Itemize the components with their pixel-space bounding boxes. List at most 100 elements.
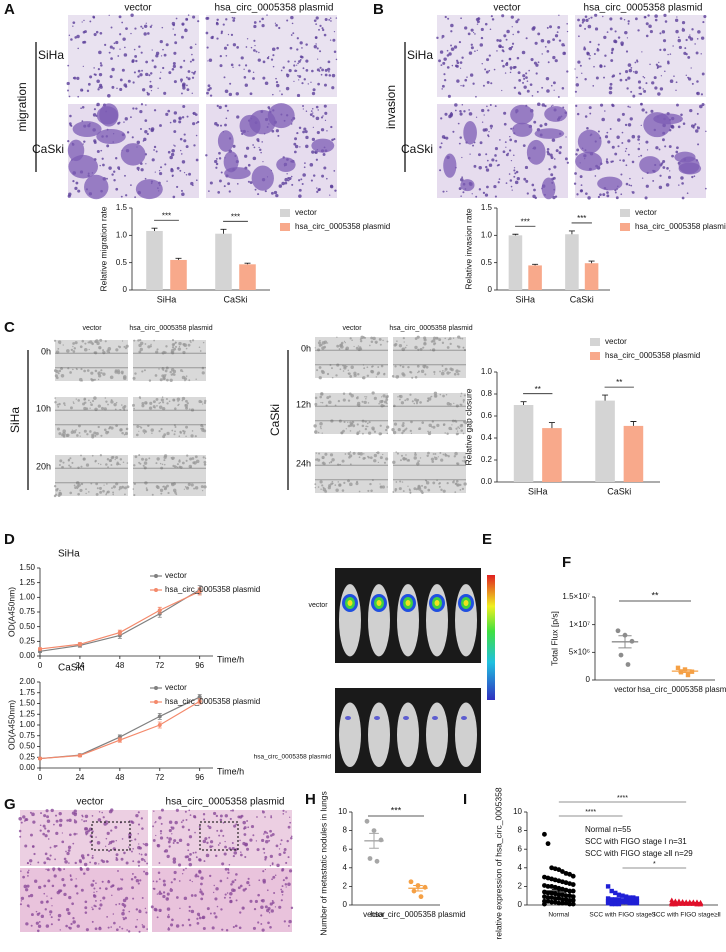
cell xyxy=(185,375,188,378)
cell xyxy=(121,486,125,489)
cell xyxy=(124,916,127,920)
cell xyxy=(70,125,73,127)
cell xyxy=(597,43,600,46)
cell xyxy=(162,435,166,439)
cell xyxy=(483,114,485,116)
cell-cluster xyxy=(72,121,102,137)
cell xyxy=(212,891,215,894)
cell xyxy=(599,64,603,68)
cell xyxy=(372,428,375,431)
x-tick-label: hsa_circ_0005358 plasmid xyxy=(370,910,465,919)
cell xyxy=(371,365,374,368)
cell xyxy=(68,862,70,864)
cell xyxy=(285,86,290,91)
cell xyxy=(132,376,136,380)
cell xyxy=(84,342,87,345)
cell xyxy=(659,32,662,35)
cell xyxy=(499,139,501,141)
cell xyxy=(175,493,178,496)
cell xyxy=(107,466,109,468)
cell xyxy=(281,93,283,96)
cell xyxy=(673,75,675,77)
cell xyxy=(181,35,184,39)
cell xyxy=(314,151,317,154)
point xyxy=(697,901,704,907)
cell xyxy=(185,406,189,410)
cell xyxy=(158,405,163,409)
cell xyxy=(312,126,314,128)
cell xyxy=(143,32,147,36)
y-tick-label: 1.50 xyxy=(19,699,35,708)
cell xyxy=(369,482,372,486)
color-scale xyxy=(487,575,495,700)
cell xyxy=(580,184,583,186)
cell xyxy=(188,172,192,176)
cell xyxy=(630,66,633,69)
cell xyxy=(513,175,516,178)
cell xyxy=(421,491,424,494)
cell xyxy=(113,42,116,45)
cell xyxy=(307,83,309,85)
cell xyxy=(343,481,346,484)
cell xyxy=(628,184,631,186)
cell xyxy=(108,51,111,54)
point xyxy=(623,900,629,905)
cell xyxy=(172,488,177,493)
cell xyxy=(649,63,651,66)
cell xyxy=(627,63,632,67)
point xyxy=(545,875,551,881)
cell xyxy=(104,340,107,343)
cell xyxy=(213,884,215,887)
cell xyxy=(393,343,397,347)
cell xyxy=(603,76,605,79)
cell xyxy=(386,486,388,488)
point xyxy=(609,901,614,907)
cell xyxy=(217,844,220,846)
cell xyxy=(159,830,163,833)
cell xyxy=(670,124,674,128)
cell xyxy=(513,86,517,90)
cell xyxy=(176,896,179,899)
cell xyxy=(79,345,83,349)
cell xyxy=(314,483,317,486)
cell xyxy=(189,60,192,63)
cell xyxy=(125,27,128,31)
cell xyxy=(189,879,192,882)
cell xyxy=(417,348,420,351)
cell xyxy=(509,138,513,142)
cell xyxy=(263,852,266,854)
cell xyxy=(74,884,78,888)
cell xyxy=(124,117,128,121)
legend-marker xyxy=(154,588,158,592)
cell xyxy=(561,86,565,90)
point xyxy=(542,874,547,880)
cell xyxy=(103,428,107,432)
cell xyxy=(186,486,189,489)
cell xyxy=(314,347,316,349)
cell xyxy=(75,367,78,370)
cell xyxy=(158,908,162,913)
point xyxy=(157,608,162,613)
cell xyxy=(26,871,30,874)
cell xyxy=(189,408,191,410)
cell xyxy=(115,348,119,352)
cell xyxy=(537,61,540,64)
cell xyxy=(359,452,363,456)
cell xyxy=(386,402,388,405)
cell xyxy=(67,194,71,198)
cell-cluster xyxy=(99,103,119,127)
cell xyxy=(203,860,206,863)
cell xyxy=(643,89,647,93)
cell xyxy=(99,31,103,35)
cell xyxy=(463,482,467,486)
cell xyxy=(278,184,283,188)
point xyxy=(634,900,640,906)
cell xyxy=(615,196,619,200)
cell xyxy=(45,809,49,813)
cell xyxy=(634,17,638,21)
cell xyxy=(379,483,381,485)
signal xyxy=(376,600,382,606)
cell xyxy=(138,454,141,457)
signal xyxy=(463,600,469,606)
cell xyxy=(164,369,168,373)
